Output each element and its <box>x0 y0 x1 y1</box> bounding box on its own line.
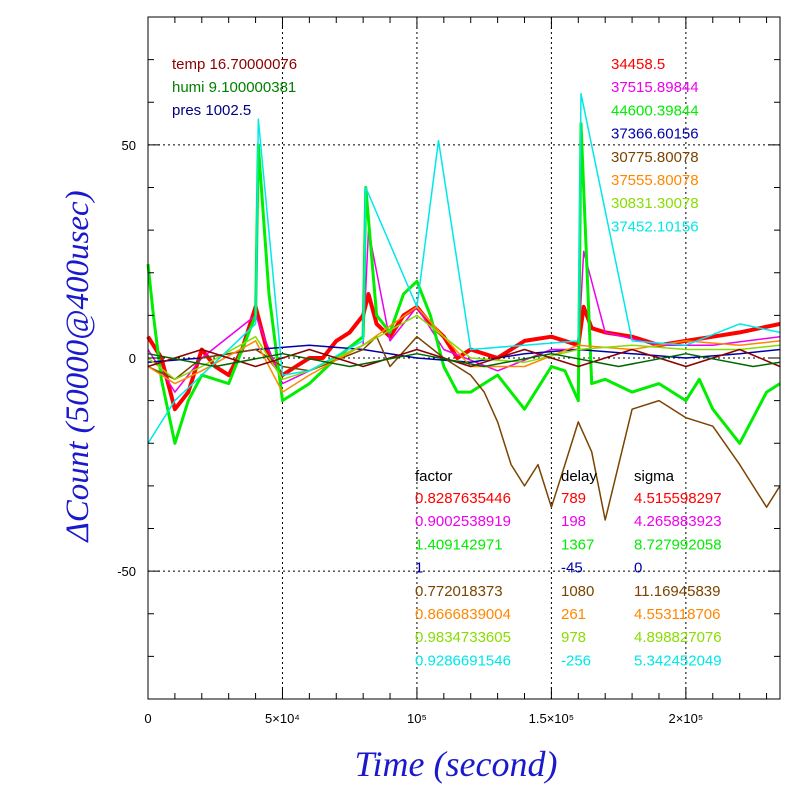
series-line-3 <box>146 122 781 445</box>
series-lines <box>146 92 781 521</box>
table-cell: 0.8287635446 <box>415 490 511 507</box>
x-axis-title: Time (second) <box>355 744 558 784</box>
series-line-7 <box>147 314 781 381</box>
axis-ticks <box>147 16 780 700</box>
x-tick-label: 0 <box>144 711 151 726</box>
series-line-9 <box>147 348 781 368</box>
series-mean-label: 37366.60156 <box>611 126 699 143</box>
y-tick-label: 50 <box>122 138 136 153</box>
env-label: temp 16.70000076 <box>172 56 297 73</box>
table-cell: 4.265883923 <box>634 513 722 530</box>
x-tick-label: 2×10⁵ <box>669 711 704 726</box>
series-line-2 <box>147 229 781 393</box>
table-cell: 1367 <box>561 536 594 553</box>
series-mean-label: 34458.5 <box>611 56 665 73</box>
series-mean-label: 37555.80078 <box>611 172 699 189</box>
table-cell: 4.898827076 <box>634 629 722 646</box>
table-cell: 0.9002538919 <box>415 513 511 530</box>
table-cell: 4.515598297 <box>634 490 722 507</box>
table-cell: 11.16945839 <box>634 583 720 600</box>
tick-labels: 0 5×10⁴ 10⁵ 1.5×10⁵ 2×10⁵ 50 0 -50 <box>117 138 703 726</box>
y-tick-label: -50 <box>117 564 136 579</box>
table-cell: 1080 <box>561 583 594 600</box>
x-tick-label: 5×10⁴ <box>265 711 300 726</box>
table-cell: 0.8666839004 <box>415 606 511 623</box>
series-mean-label: 37515.89844 <box>611 79 699 96</box>
table-cell: 1 <box>415 560 423 577</box>
table-header: factor <box>415 468 453 485</box>
table-cell: 0.9286691546 <box>415 652 511 669</box>
table-cell: 8.727992058 <box>634 536 722 553</box>
table-header: sigma <box>634 468 675 485</box>
table-cell: 198 <box>561 513 586 530</box>
series-mean-label: 30831.30078 <box>611 195 699 212</box>
series-line-10 <box>147 352 781 368</box>
table-header: delay <box>561 468 597 485</box>
legend: temp 16.70000076 humi 9.100000381 pres 100… <box>172 56 722 669</box>
y-tick-label: 0 <box>129 351 136 366</box>
table-cell: 1.409142971 <box>415 536 503 553</box>
env-label: pres 1002.5 <box>172 102 251 119</box>
series-line-1 <box>146 292 781 412</box>
table-cell: -45 <box>561 560 583 577</box>
series-mean-label: 44600.39844 <box>611 102 699 119</box>
table-cell: -256 <box>561 652 591 669</box>
table-cell: 0.772018373 <box>415 583 503 600</box>
table-cell: 0 <box>634 560 642 577</box>
y-axis-title: ΔCount (50000@400usec) <box>60 190 96 543</box>
series-mean-label: 37452.10156 <box>611 218 699 235</box>
env-label: humi 9.100000381 <box>172 79 296 96</box>
series-line-5 <box>147 335 781 521</box>
series-mean-label: 30775.80078 <box>611 149 699 166</box>
table-cell: 789 <box>561 490 586 507</box>
table-cell: 978 <box>561 629 586 646</box>
table-cell: 4.553118706 <box>634 606 720 623</box>
x-tick-label: 1.5×10⁵ <box>529 711 575 726</box>
x-tick-label: 10⁵ <box>407 711 427 726</box>
table-cell: 5.342452049 <box>634 652 722 669</box>
table-cell: 0.9834733605 <box>415 629 511 646</box>
series-line-8 <box>147 92 781 444</box>
table-cell: 261 <box>561 606 586 623</box>
